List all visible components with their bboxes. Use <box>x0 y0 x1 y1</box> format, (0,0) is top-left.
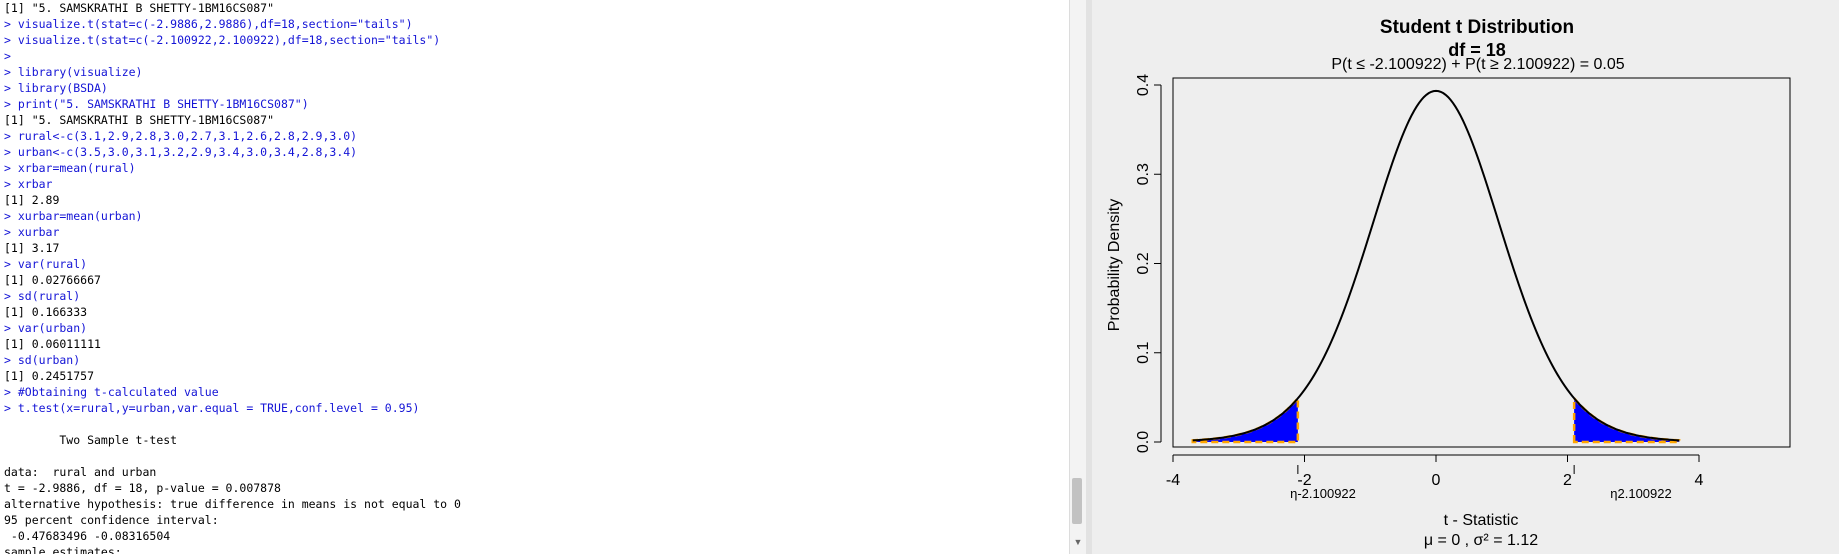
console-command-line: > xurbar <box>4 225 60 239</box>
console-command-line: > xrbar=mean(rural) <box>4 161 136 175</box>
console-scrollbar[interactable]: ▼ <box>1069 0 1086 554</box>
console-output-line: sample estimates: <box>4 545 122 554</box>
x-axis-label: t - Statistic <box>1444 512 1519 529</box>
console-command-line: > library(BSDA) <box>4 81 108 95</box>
console-command-line: > visualize.t(stat=c(-2.100922,2.100922)… <box>4 33 441 47</box>
console-command-line: > #Obtaining t-calculated value <box>4 385 219 399</box>
y-axis-label: Probability Density <box>1106 199 1123 332</box>
console-output-line: [1] 2.89 <box>4 193 60 207</box>
pane-splitter[interactable] <box>1086 0 1092 554</box>
console-command-line: > visualize.t(stat=c(-2.9886,2.9886),df=… <box>4 17 413 31</box>
x-tick-label: 0 <box>1432 472 1441 489</box>
plot-footer: μ = 0 , σ² = 1.12 <box>1424 532 1538 549</box>
console-command-line: > library(visualize) <box>4 65 143 79</box>
console-output-line: [1] "5. SAMSKRATHI B SHETTY-1BM16CS087" <box>4 1 275 15</box>
console-output-line: -0.47683496 -0.08316504 <box>4 529 171 543</box>
console-output-line: [1] 0.02766667 <box>4 273 101 287</box>
y-tick-label: 0.2 <box>1135 252 1152 274</box>
left-tail-area <box>1191 394 1300 444</box>
plot-title: Student t Distribution <box>1380 17 1574 38</box>
x-tick-label: 2 <box>1563 472 1572 489</box>
x-axis: -4 -2 0 2 4 <box>1166 454 1704 489</box>
x-tick-label: -2 <box>1297 472 1311 489</box>
console-output-line: [1] 3.17 <box>4 241 60 255</box>
scrollbar-thumb[interactable] <box>1072 478 1082 524</box>
console-command-line: > var(rural) <box>4 257 88 271</box>
console-output-line: t = -2.9886, df = 18, p-value = 0.007878 <box>4 481 281 495</box>
plot-pane: Student t Distribution df = 18 P(t ≤ -2.… <box>1092 0 1839 554</box>
y-tick-label: 0.4 <box>1135 74 1152 96</box>
probability-label: P(t ≤ -2.100922) + P(t ≥ 2.100922) = 0.0… <box>1331 56 1624 73</box>
console-command-line: > rural<-c(3.1,2.9,2.8,3.0,2.7,3.1,2.6,2… <box>4 129 358 143</box>
y-tick-label: 0.1 <box>1135 342 1152 364</box>
console-output-line <box>4 416 461 432</box>
console-output-line: 95 percent confidence interval: <box>4 513 219 527</box>
shaded-tails <box>1191 394 1681 474</box>
console-command-line: > xrbar <box>4 177 53 191</box>
y-tick-label: 0.0 <box>1135 431 1152 453</box>
x-tick-label: 4 <box>1695 472 1704 489</box>
console-command-line: > sd(urban) <box>4 353 81 367</box>
scroll-down-arrow-icon[interactable]: ▼ <box>1073 537 1083 547</box>
console-command-line: > t.test(x=rural,y=urban,var.equal = TRU… <box>4 401 420 415</box>
console-command-line: > print("5. SAMSKRATHI B SHETTY-1BM16CS0… <box>4 97 309 111</box>
console-output-line: [1] 0.166333 <box>4 305 88 319</box>
console-output-line: [1] 0.06011111 <box>4 337 101 351</box>
console-output-line: Two Sample t-test <box>4 433 178 447</box>
plot-subtitle: df = 18 <box>1448 40 1506 60</box>
console-command-line: > sd(rural) <box>4 289 81 303</box>
t-distribution-plot: Student t Distribution df = 18 P(t ≤ -2.… <box>1106 17 1791 549</box>
console-command-line: > <box>4 49 11 63</box>
right-critical-label: η2.100922 <box>1610 486 1671 501</box>
console-output-line: alternative hypothesis: true difference … <box>4 497 461 511</box>
y-axis: 0.0 0.1 0.2 0.3 0.4 <box>1135 74 1162 453</box>
console-command-line: > urban<-c(3.5,3.0,3.1,3.2,2.9,3.4,3.0,3… <box>4 145 358 159</box>
console-output-line <box>4 448 461 464</box>
console-output-line: [1] 0.2451757 <box>4 369 95 383</box>
y-tick-label: 0.3 <box>1135 163 1152 185</box>
console-command-line: > var(urban) <box>4 321 88 335</box>
console-output-line: [1] "5. SAMSKRATHI B SHETTY-1BM16CS087" <box>4 113 275 127</box>
r-console[interactable]: [1] "5. SAMSKRATHI B SHETTY-1BM16CS087" >… <box>0 0 1069 554</box>
x-tick-label: -4 <box>1166 472 1180 489</box>
console-output: [1] "5. SAMSKRATHI B SHETTY-1BM16CS087" >… <box>4 0 461 554</box>
plot-frame <box>1172 77 1791 448</box>
right-tail-area <box>1572 394 1681 444</box>
console-command-line: > xurbar=mean(urban) <box>4 209 143 223</box>
density-curve <box>1192 89 1680 442</box>
left-critical-label: η-2.100922 <box>1290 486 1356 501</box>
console-output-line: data: rural and urban <box>4 465 157 479</box>
